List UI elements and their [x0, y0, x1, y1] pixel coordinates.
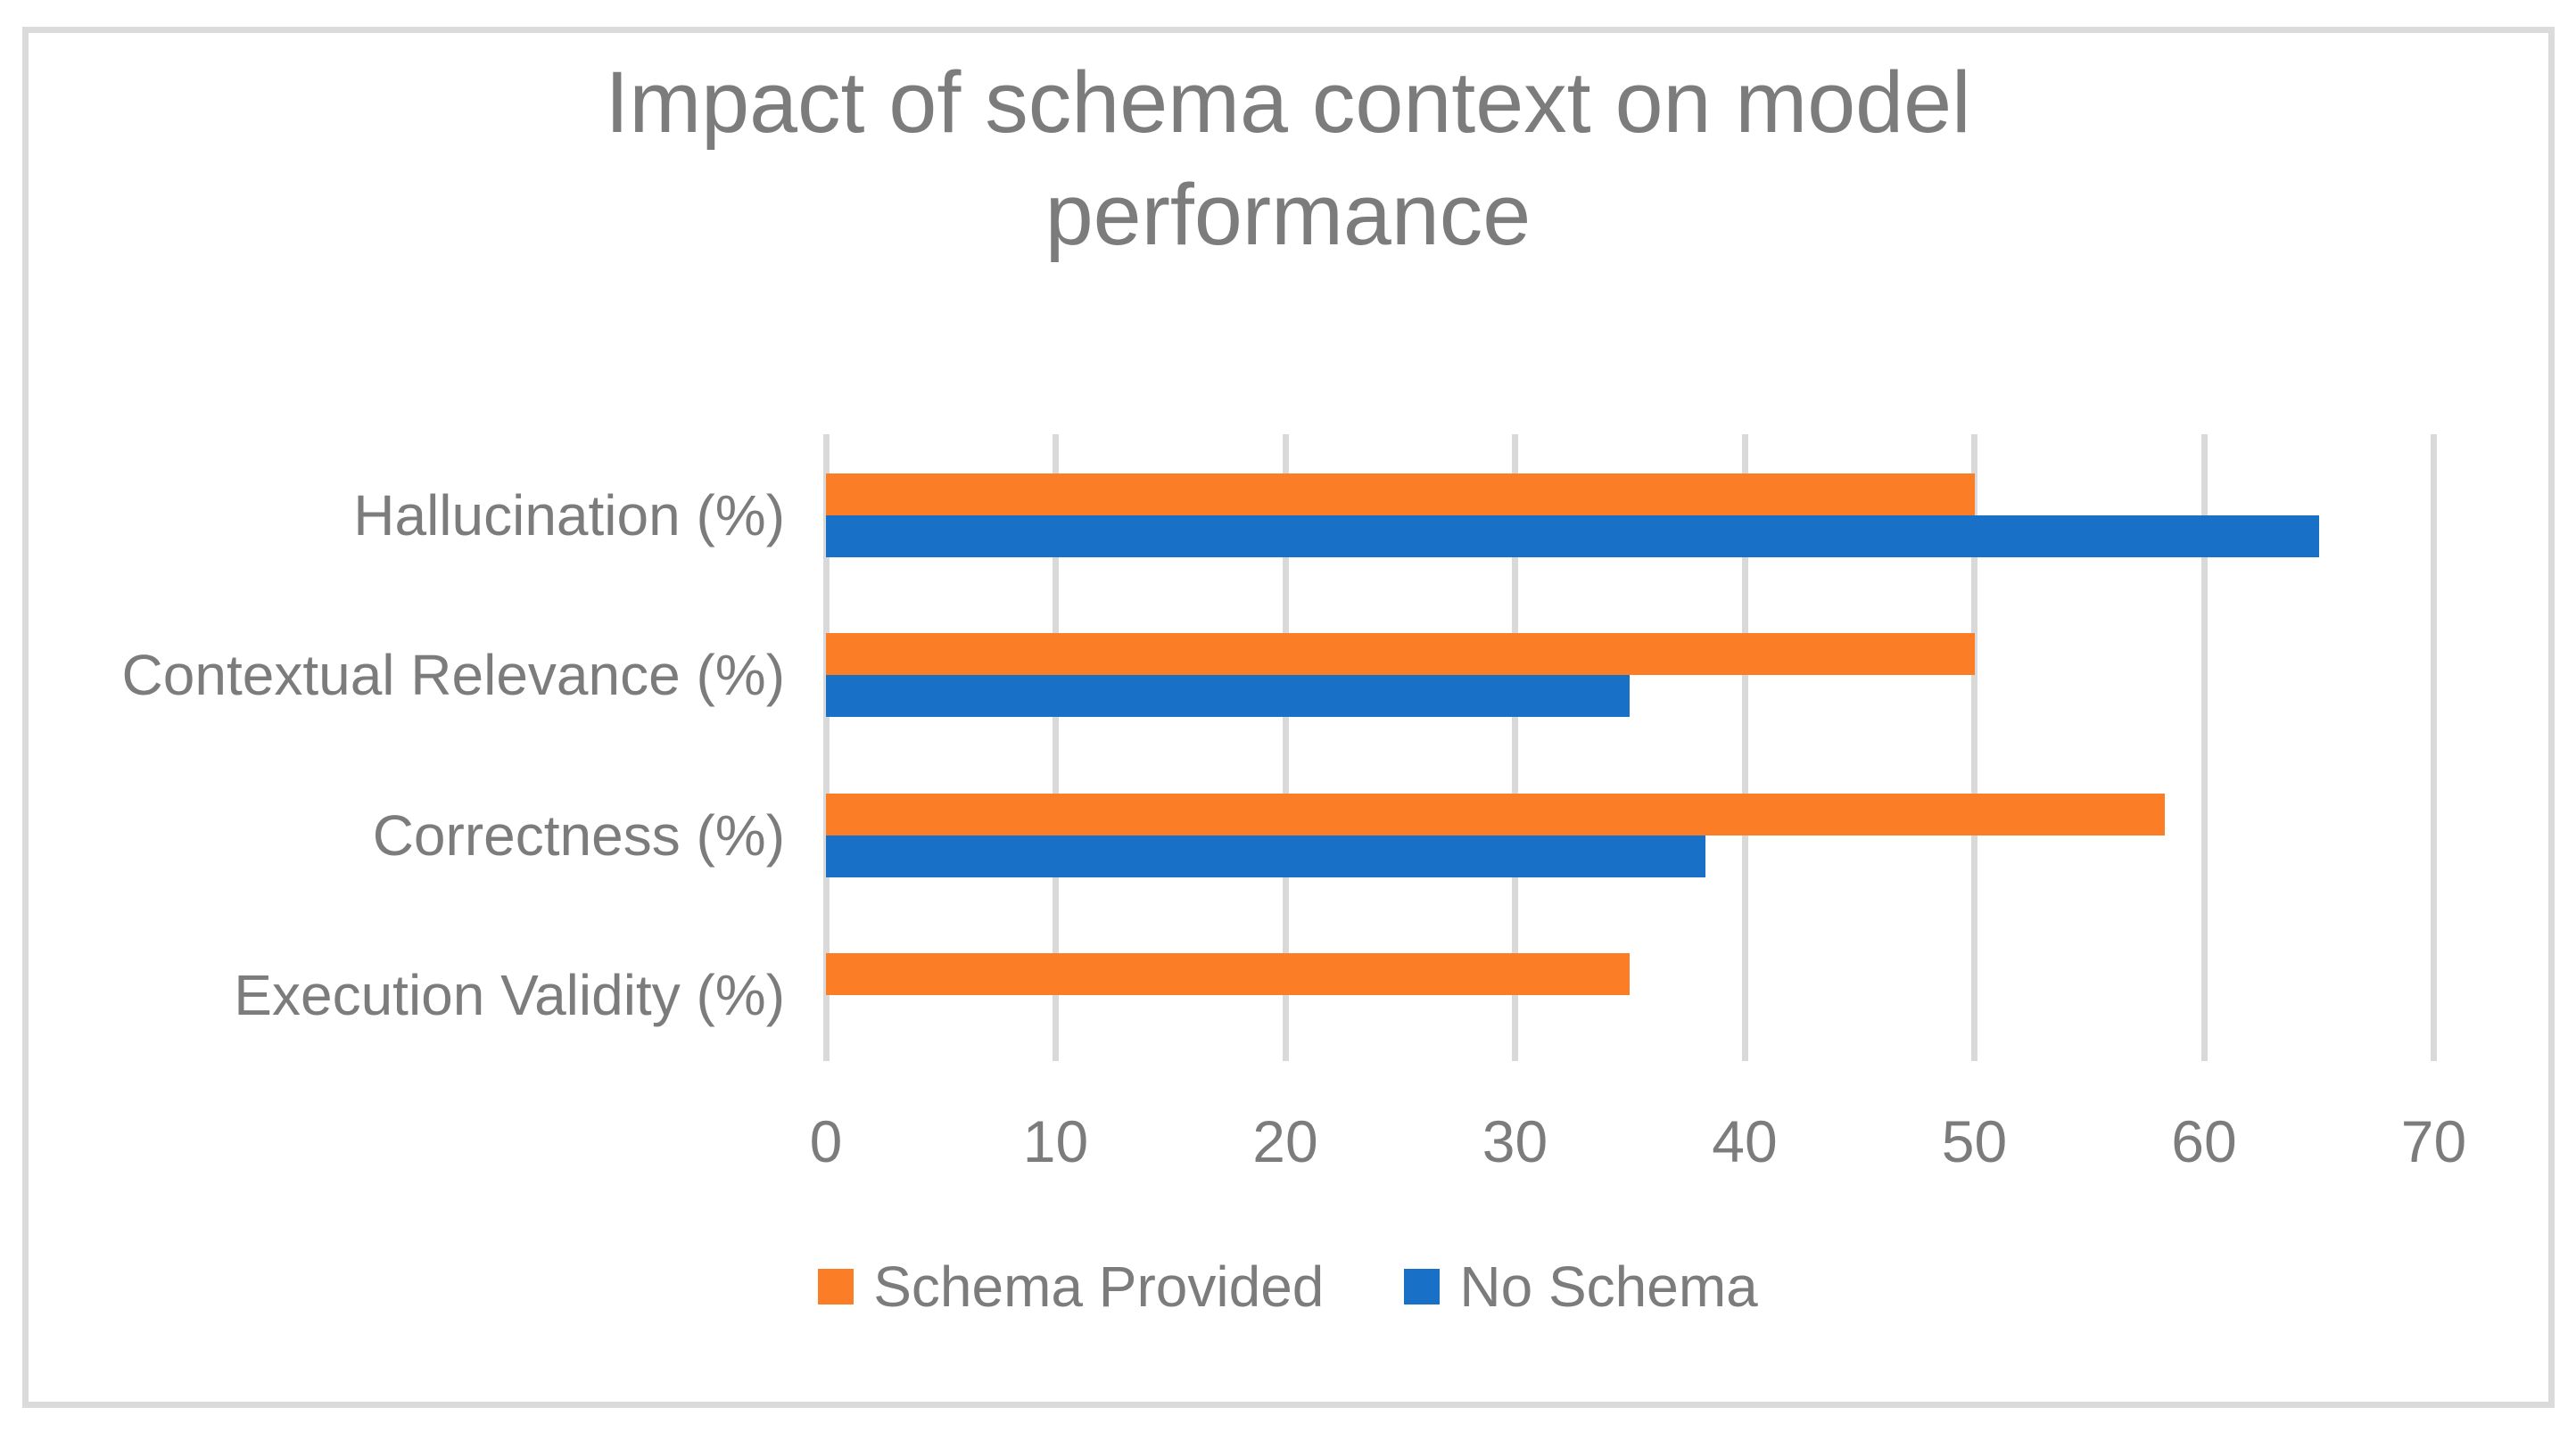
category-label-execution-validity: Execution Validity (%): [234, 963, 785, 1027]
legend-item-schema-provided: Schema Provided: [818, 1254, 1324, 1320]
x-tick-label-0: 0: [809, 1108, 843, 1174]
gridline-40: [1741, 434, 1748, 1061]
gridline-50: [1971, 434, 1977, 1061]
bar-schema-provided-hallucination: [826, 473, 1975, 515]
x-tick-label-70: 70: [2400, 1108, 2467, 1174]
figure-border-frame: [22, 27, 2555, 1408]
legend-item-no-schema: No Schema: [1404, 1254, 1758, 1320]
legend-label-no-schema: No Schema: [1459, 1255, 1758, 1319]
legend: Schema Provided No Schema: [0, 1254, 2576, 1320]
x-tick-label-60: 60: [2171, 1108, 2237, 1174]
x-tick-label-30: 30: [1482, 1108, 1548, 1174]
chart-title: Impact of schema context on model perfor…: [605, 53, 1971, 264]
x-tick-label-50: 50: [1941, 1108, 2008, 1174]
bar-schema-provided-contextual-relevance: [826, 633, 1975, 675]
bar-schema-provided-execution-validity: [826, 953, 1631, 995]
legend-label-schema-provided: Schema Provided: [873, 1255, 1325, 1319]
category-label-contextual-relevance: Contextual Relevance (%): [121, 643, 785, 707]
x-tick-label-20: 20: [1252, 1108, 1318, 1174]
legend-swatch-no-schema: [1404, 1269, 1441, 1304]
gridline-30: [1512, 434, 1518, 1061]
gridline-10: [1053, 434, 1059, 1061]
bar-schema-provided-correctness: [826, 794, 2166, 835]
x-tick-label-10: 10: [1022, 1108, 1089, 1174]
gridline-70: [2431, 434, 2437, 1061]
category-label-correctness: Correctness (%): [372, 803, 785, 868]
gridline-60: [2200, 434, 2208, 1061]
bar-no-schema-correctness: [826, 835, 1706, 877]
bar-no-schema-hallucination: [826, 515, 2319, 557]
legend-swatch-schema-provided: [818, 1269, 855, 1304]
gridline-0: [822, 434, 830, 1061]
category-label-hallucination: Hallucination (%): [353, 483, 785, 547]
gridline-20: [1282, 434, 1289, 1061]
bar-no-schema-contextual-relevance: [826, 675, 1631, 717]
x-tick-label-40: 40: [1712, 1108, 1778, 1174]
